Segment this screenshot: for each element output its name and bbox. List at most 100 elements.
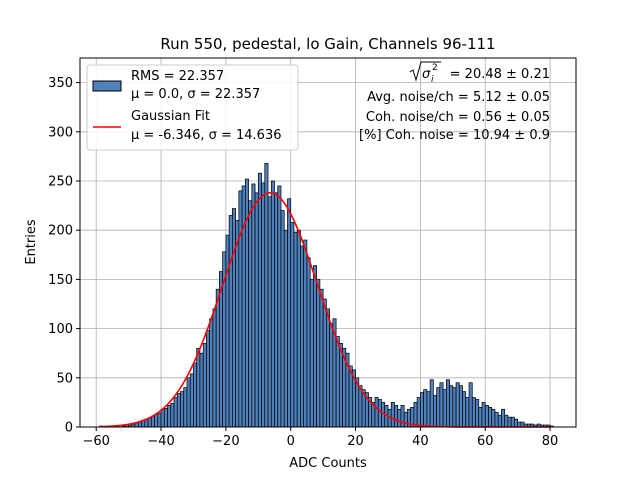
histogram-bar <box>488 406 493 428</box>
histogram-bar <box>225 234 230 428</box>
histogram-bar <box>400 405 405 428</box>
histogram-bar <box>180 391 185 428</box>
sigma-symbol: σ <box>422 67 431 82</box>
histogram-bar <box>280 210 285 428</box>
histogram-bar <box>193 362 198 428</box>
histogram-bar <box>426 391 431 428</box>
sqrt-radical-symbol <box>409 61 441 82</box>
avg-noise-text: Avg. noise/ch = 5.12 ± 0.05 <box>367 90 550 105</box>
histogram-bar <box>202 343 207 428</box>
histogram-bar <box>261 182 266 428</box>
plot-frame <box>79 57 577 428</box>
histogram-bar <box>303 239 308 428</box>
histogram-bar <box>287 198 292 428</box>
histogram-bar <box>442 389 447 428</box>
histogram-bar <box>445 379 450 428</box>
histogram-bar <box>481 402 486 428</box>
histogram-bar <box>484 405 489 428</box>
y-tick-label: 300 <box>48 125 73 140</box>
histogram-bar <box>452 387 457 428</box>
histogram-bar <box>309 279 314 428</box>
histogram-bar <box>157 412 162 428</box>
histogram-bar <box>439 382 444 428</box>
histogram-bar <box>504 414 509 428</box>
histogram-bar <box>423 389 428 428</box>
histogram-bar <box>471 397 476 428</box>
histogram-bar <box>394 405 399 428</box>
histogram-bar <box>138 421 142 428</box>
histogram-bar <box>147 417 152 428</box>
y-axis-label: Entries <box>24 219 39 265</box>
histogram-bar <box>449 385 454 428</box>
y-tick-label: 350 <box>48 76 73 91</box>
histogram-bar <box>377 399 382 428</box>
histogram-bar <box>322 298 327 428</box>
histogram-bar <box>170 403 175 428</box>
histogram-bar <box>313 265 318 428</box>
histogram-bar <box>150 415 155 428</box>
histogram-bar <box>215 288 220 428</box>
histogram-bar <box>189 373 194 428</box>
histogram-bar <box>134 422 139 428</box>
histogram-bar <box>413 402 418 428</box>
histogram-bar <box>319 288 324 428</box>
histogram-bar <box>465 397 470 428</box>
histogram-bar <box>254 192 259 428</box>
histogram-bar <box>335 336 340 428</box>
legend-fit-stats: μ = -6.346, σ = 14.636 <box>131 128 281 143</box>
x-tick-label: −60 <box>82 434 109 449</box>
y-tick-label: 100 <box>48 322 73 337</box>
histogram-bar <box>173 397 178 428</box>
histogram-bar <box>514 418 518 428</box>
x-tick-label: 0 <box>287 434 295 449</box>
chart-title: Run 550, pedestal, lo Gain, Channels 96-… <box>160 35 495 53</box>
histogram-bar <box>478 406 483 428</box>
histogram-bar <box>277 185 282 428</box>
x-tick-label: 80 <box>542 434 559 449</box>
legend-fit-label: Gaussian Fit <box>131 109 210 124</box>
histogram-bar <box>306 257 311 428</box>
histogram-bar <box>228 215 233 428</box>
histogram-bar <box>468 382 473 428</box>
histogram-bar <box>209 318 214 428</box>
histogram-bar <box>212 308 217 428</box>
histogram-bar <box>270 180 275 428</box>
x-axis-label: ADC Counts <box>289 456 367 471</box>
sigma-value: = 20.48 ± 0.21 <box>450 67 550 82</box>
histogram-bar <box>429 379 434 428</box>
histogram-bar <box>290 221 295 428</box>
histogram-bar <box>267 196 272 428</box>
histogram-bar <box>248 200 253 428</box>
histogram-bar <box>199 352 204 428</box>
histogram-bar <box>497 414 502 428</box>
coh-noise-percent-text: [%] Coh. noise = 10.94 ± 0.9 <box>359 128 550 143</box>
histogram-bar <box>390 402 395 428</box>
histogram-bar <box>433 395 437 428</box>
y-tick-label: 250 <box>48 175 73 190</box>
histogram-bar <box>163 407 168 428</box>
coh-noise-text: Coh. noise/ch = 0.56 ± 0.05 <box>366 110 550 125</box>
histogram-bar <box>183 387 188 428</box>
histogram-bar <box>154 413 159 428</box>
histogram-bar <box>462 391 467 428</box>
histogram-bar <box>274 192 279 428</box>
histogram-bar <box>293 231 298 428</box>
histogram-bar <box>176 393 181 428</box>
y-axis-ticks: 0 50 100 150 200 250 300 350 <box>48 76 80 436</box>
histogram-bar <box>358 385 363 428</box>
histogram-bar <box>458 385 463 428</box>
histogram-bar <box>160 408 165 428</box>
y-tick-label: 0 <box>65 421 73 436</box>
histogram-bar <box>296 229 301 428</box>
x-tick-label: 40 <box>412 434 429 449</box>
histogram-bar <box>232 208 236 428</box>
histogram-bar <box>251 183 256 428</box>
histogram-bar <box>257 172 262 428</box>
noise-annotations: σ i 2 = 20.48 ± 0.21 Avg. noise/ch = 5.1… <box>359 61 550 143</box>
histogram-bar <box>329 323 334 428</box>
histogram-bar <box>420 392 424 428</box>
y-tick-label: 150 <box>48 273 73 288</box>
histogram-bar <box>494 411 499 428</box>
histogram-bar <box>501 408 506 428</box>
